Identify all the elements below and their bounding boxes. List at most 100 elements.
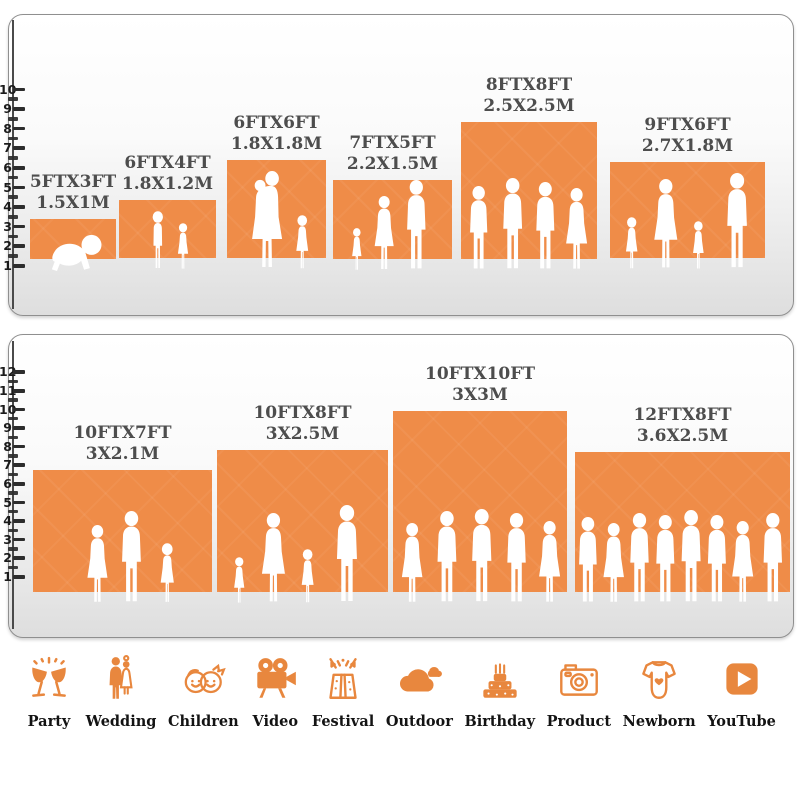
- silhouette-group-two-children: [152, 211, 189, 269]
- ruler-minor-tick: [8, 491, 18, 495]
- size-feet: 10FTX7FT: [73, 423, 172, 443]
- ruler-minor-tick: [8, 215, 18, 219]
- size-feet: 6FTX4FT: [124, 153, 211, 173]
- girl-silhouette: [160, 543, 174, 602]
- backdrop-rect: [30, 219, 116, 272]
- category-label: YouTube: [707, 713, 776, 730]
- ruler-tick: [13, 389, 25, 393]
- ruler-minor-tick: [8, 454, 18, 458]
- category-label: Festival: [311, 713, 375, 730]
- backdrop-size-label: 10FTX8FT 3X2.5M: [253, 403, 351, 445]
- woman-silhouette: [732, 521, 754, 602]
- category-label: Children: [167, 713, 239, 730]
- ruler-minor-tick: [8, 136, 18, 141]
- category-label: Newborn: [622, 713, 696, 730]
- ruler-tick: [13, 537, 25, 542]
- ruler-line: [12, 20, 14, 309]
- ruler-minor-tick: [8, 472, 18, 477]
- category-row: Party Wedding Children: [0, 654, 800, 730]
- size-meters: 3X2.1M: [85, 444, 160, 465]
- ruler-minor-tick: [8, 254, 18, 258]
- size-meters: 1.8X1.2M: [121, 174, 214, 195]
- ruler-tick: [13, 444, 25, 449]
- party-toast-icon: [32, 656, 66, 697]
- youtube-play-icon: [725, 663, 758, 695]
- ruler-tick-label: 5: [3, 494, 12, 510]
- ruler-minor-tick: [8, 435, 18, 440]
- ruler-tick: [13, 244, 25, 248]
- newborn-onesie-icon: [642, 661, 676, 699]
- ruler-tick-label: 10: [0, 401, 17, 417]
- ruler-minor-tick: [8, 565, 18, 570]
- man-silhouette: [336, 505, 357, 601]
- ruler-tick: [13, 126, 25, 131]
- man-silhouette: [763, 513, 782, 602]
- size-feet: 8FTX8FT: [485, 75, 573, 95]
- ruler-minor-tick: [8, 117, 18, 121]
- ruler-line: [12, 341, 14, 629]
- ruler-tick: [13, 500, 25, 505]
- backdrop-rect: [119, 200, 216, 269]
- size-meters: 1.8X1.8M: [230, 134, 323, 155]
- silhouette-group-mother-holding-child-with-girl: [252, 171, 309, 269]
- man-silhouette: [122, 511, 141, 602]
- backdrop-size-label: 12FTX8FT 3.6X2.5M: [633, 405, 731, 447]
- ruler-tick-label: 6: [3, 476, 12, 491]
- ruler-tick: [13, 146, 25, 150]
- ruler-tick-label: 8: [3, 438, 12, 454]
- category-video: Video: [250, 654, 300, 730]
- ruler-tick: [13, 185, 25, 190]
- size-meters: 3X2.5M: [265, 424, 340, 445]
- ruler-tick-label: 4: [3, 199, 12, 215]
- ruler-tick-label: 7: [3, 140, 12, 156]
- baby-silhouette: [51, 234, 102, 272]
- silhouette-group-three-people-standing: [87, 511, 174, 602]
- backdrop-rect: [575, 452, 790, 602]
- girl-silhouette: [352, 228, 362, 270]
- ruler-tick: [13, 107, 25, 111]
- man-silhouette: [503, 178, 523, 269]
- size-meters: 2.7X1.8M: [641, 136, 734, 157]
- ruler-tick-label: 2: [3, 550, 12, 566]
- woman-silhouette: [603, 523, 624, 602]
- man-silhouette: [437, 511, 457, 602]
- festival-gift-icon: [329, 658, 357, 699]
- size-feet: 12FTX8FT: [633, 405, 732, 425]
- backdrop-size-label: 5FTX3FT 1.5X1M: [30, 172, 116, 214]
- ruler-tick: [13, 205, 25, 209]
- ruler-tick-label: 3: [3, 218, 12, 234]
- silhouette-group-family-of-three: [352, 180, 426, 270]
- size-meters: 2.2X1.5M: [346, 154, 439, 175]
- category-birthday: Birthday: [464, 654, 535, 730]
- size-feet: 5FTX3FT: [29, 172, 117, 192]
- woman-silhouette: [566, 188, 588, 269]
- ruler-tick: [13, 407, 25, 412]
- backdrop-size-label: 10FTX7FT 3X2.1M: [73, 423, 171, 465]
- ruler-tick-label: 4: [3, 513, 12, 529]
- category-label: Party: [27, 713, 71, 730]
- category-festival: Festival: [312, 654, 374, 730]
- ruler-minor-tick: [8, 156, 18, 160]
- size-meters: 3X3M: [452, 385, 508, 406]
- woman-silhouette: [401, 523, 423, 602]
- man-silhouette: [579, 517, 597, 602]
- size-feet: 10FTX10FT: [425, 364, 535, 384]
- video-camera-icon: [257, 658, 297, 698]
- ruler-tick: [13, 426, 25, 430]
- children-faces-icon: [184, 663, 227, 694]
- backdrop-rect: [33, 470, 212, 602]
- girl-silhouette: [296, 215, 309, 269]
- category-youtube: YouTube: [707, 654, 776, 730]
- mother-silhouette: [252, 171, 283, 267]
- woman-silhouette: [654, 179, 678, 268]
- boy-silhouette: [152, 211, 163, 268]
- size-meters: 3.6X2.5M: [636, 426, 729, 447]
- ruler-minor-tick: [8, 379, 18, 384]
- category-outdoor: Outdoor: [386, 654, 453, 730]
- silhouette-group-group-of-eight: [579, 510, 782, 602]
- ruler-tick-label: 12: [0, 364, 17, 380]
- man-silhouette: [656, 515, 675, 602]
- ruler-minor-tick: [8, 195, 18, 199]
- category-label: Outdoor: [385, 713, 453, 730]
- ruler-tick-label: 5: [3, 179, 12, 195]
